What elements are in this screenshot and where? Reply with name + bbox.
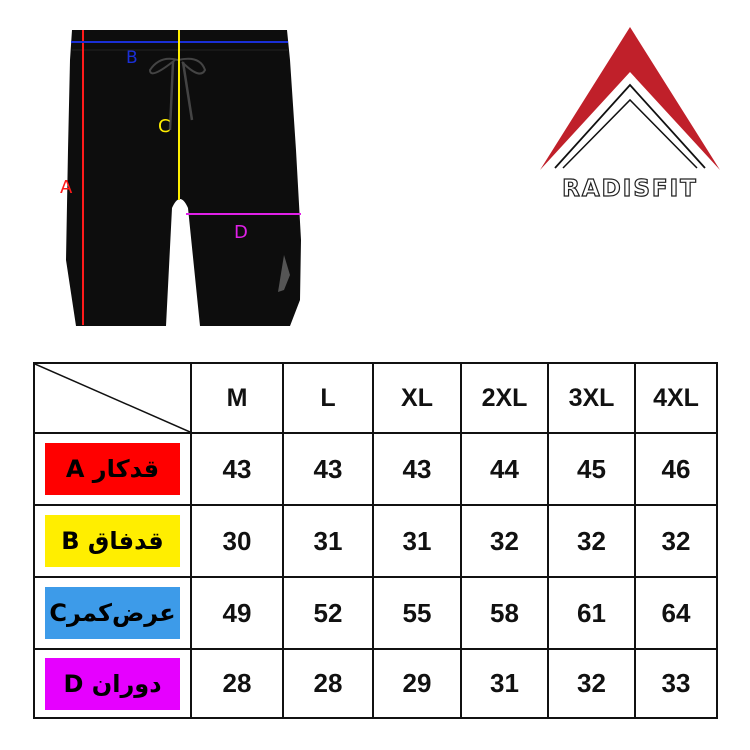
value-cell: 44 [460,432,549,506]
value-cell: 30 [190,504,284,578]
value-cell: 43 [372,432,462,506]
row-label-cell: دوران D [33,648,192,719]
value-cell: 55 [372,576,462,650]
table-row: قدکار A 43 43 43 44 45 46 [33,432,718,506]
logo-wordmark: RADISFIT [562,175,698,202]
value-cell: 31 [282,504,374,578]
value-cell: 32 [634,504,718,578]
measure-label-d: D [234,222,248,243]
value-cell: 28 [190,648,284,719]
measure-label-a: A [60,177,73,198]
size-header-row: M L XL 2XL 3XL 4XL [33,362,718,434]
value-cell: 31 [372,504,462,578]
value-cell: 58 [460,576,549,650]
measure-label-b: B [126,48,138,68]
shorts-image [66,30,301,326]
size-header: 3XL [547,362,636,434]
corner-cell [33,362,192,434]
row-label-d: دوران D [45,657,180,710]
measure-label-c: C [158,116,171,137]
value-cell: 32 [547,504,636,578]
value-cell: 31 [460,648,549,719]
value-cell: 32 [460,504,549,578]
row-label-cell: قدفاق B [33,504,192,578]
size-table: M L XL 2XL 3XL 4XL قدکار A 43 43 43 44 4… [33,362,718,719]
value-cell: 64 [634,576,718,650]
size-header: 4XL [634,362,718,434]
row-label-b: قدفاق B [45,515,180,567]
product-illustration: A B C D [60,27,720,326]
brand-mark-icon [278,255,290,292]
value-cell: 32 [547,648,636,719]
value-cell: 43 [282,432,374,506]
value-cell: 45 [547,432,636,506]
value-cell: 28 [282,648,374,719]
size-header: XL [372,362,462,434]
table-row: قدفاق B 30 31 31 32 32 32 [33,504,718,578]
value-cell: 52 [282,576,374,650]
row-label-c: عرض‌کمرC [45,587,180,639]
row-label-cell: قدکار A [33,432,192,506]
value-cell: 46 [634,432,718,506]
size-header: M [190,362,284,434]
value-cell: 29 [372,648,462,719]
radisfit-logo-icon [540,27,720,170]
value-cell: 49 [190,576,284,650]
value-cell: 61 [547,576,636,650]
size-header: L [282,362,374,434]
value-cell: 33 [634,648,718,719]
row-label-cell: عرض‌کمرC [33,576,192,650]
table-row: عرض‌کمرC 49 52 55 58 61 64 [33,576,718,650]
value-cell: 43 [190,432,284,506]
size-header: 2XL [460,362,549,434]
table-row: دوران D 28 28 29 31 32 33 [33,648,718,719]
row-label-a: قدکار A [45,443,180,495]
